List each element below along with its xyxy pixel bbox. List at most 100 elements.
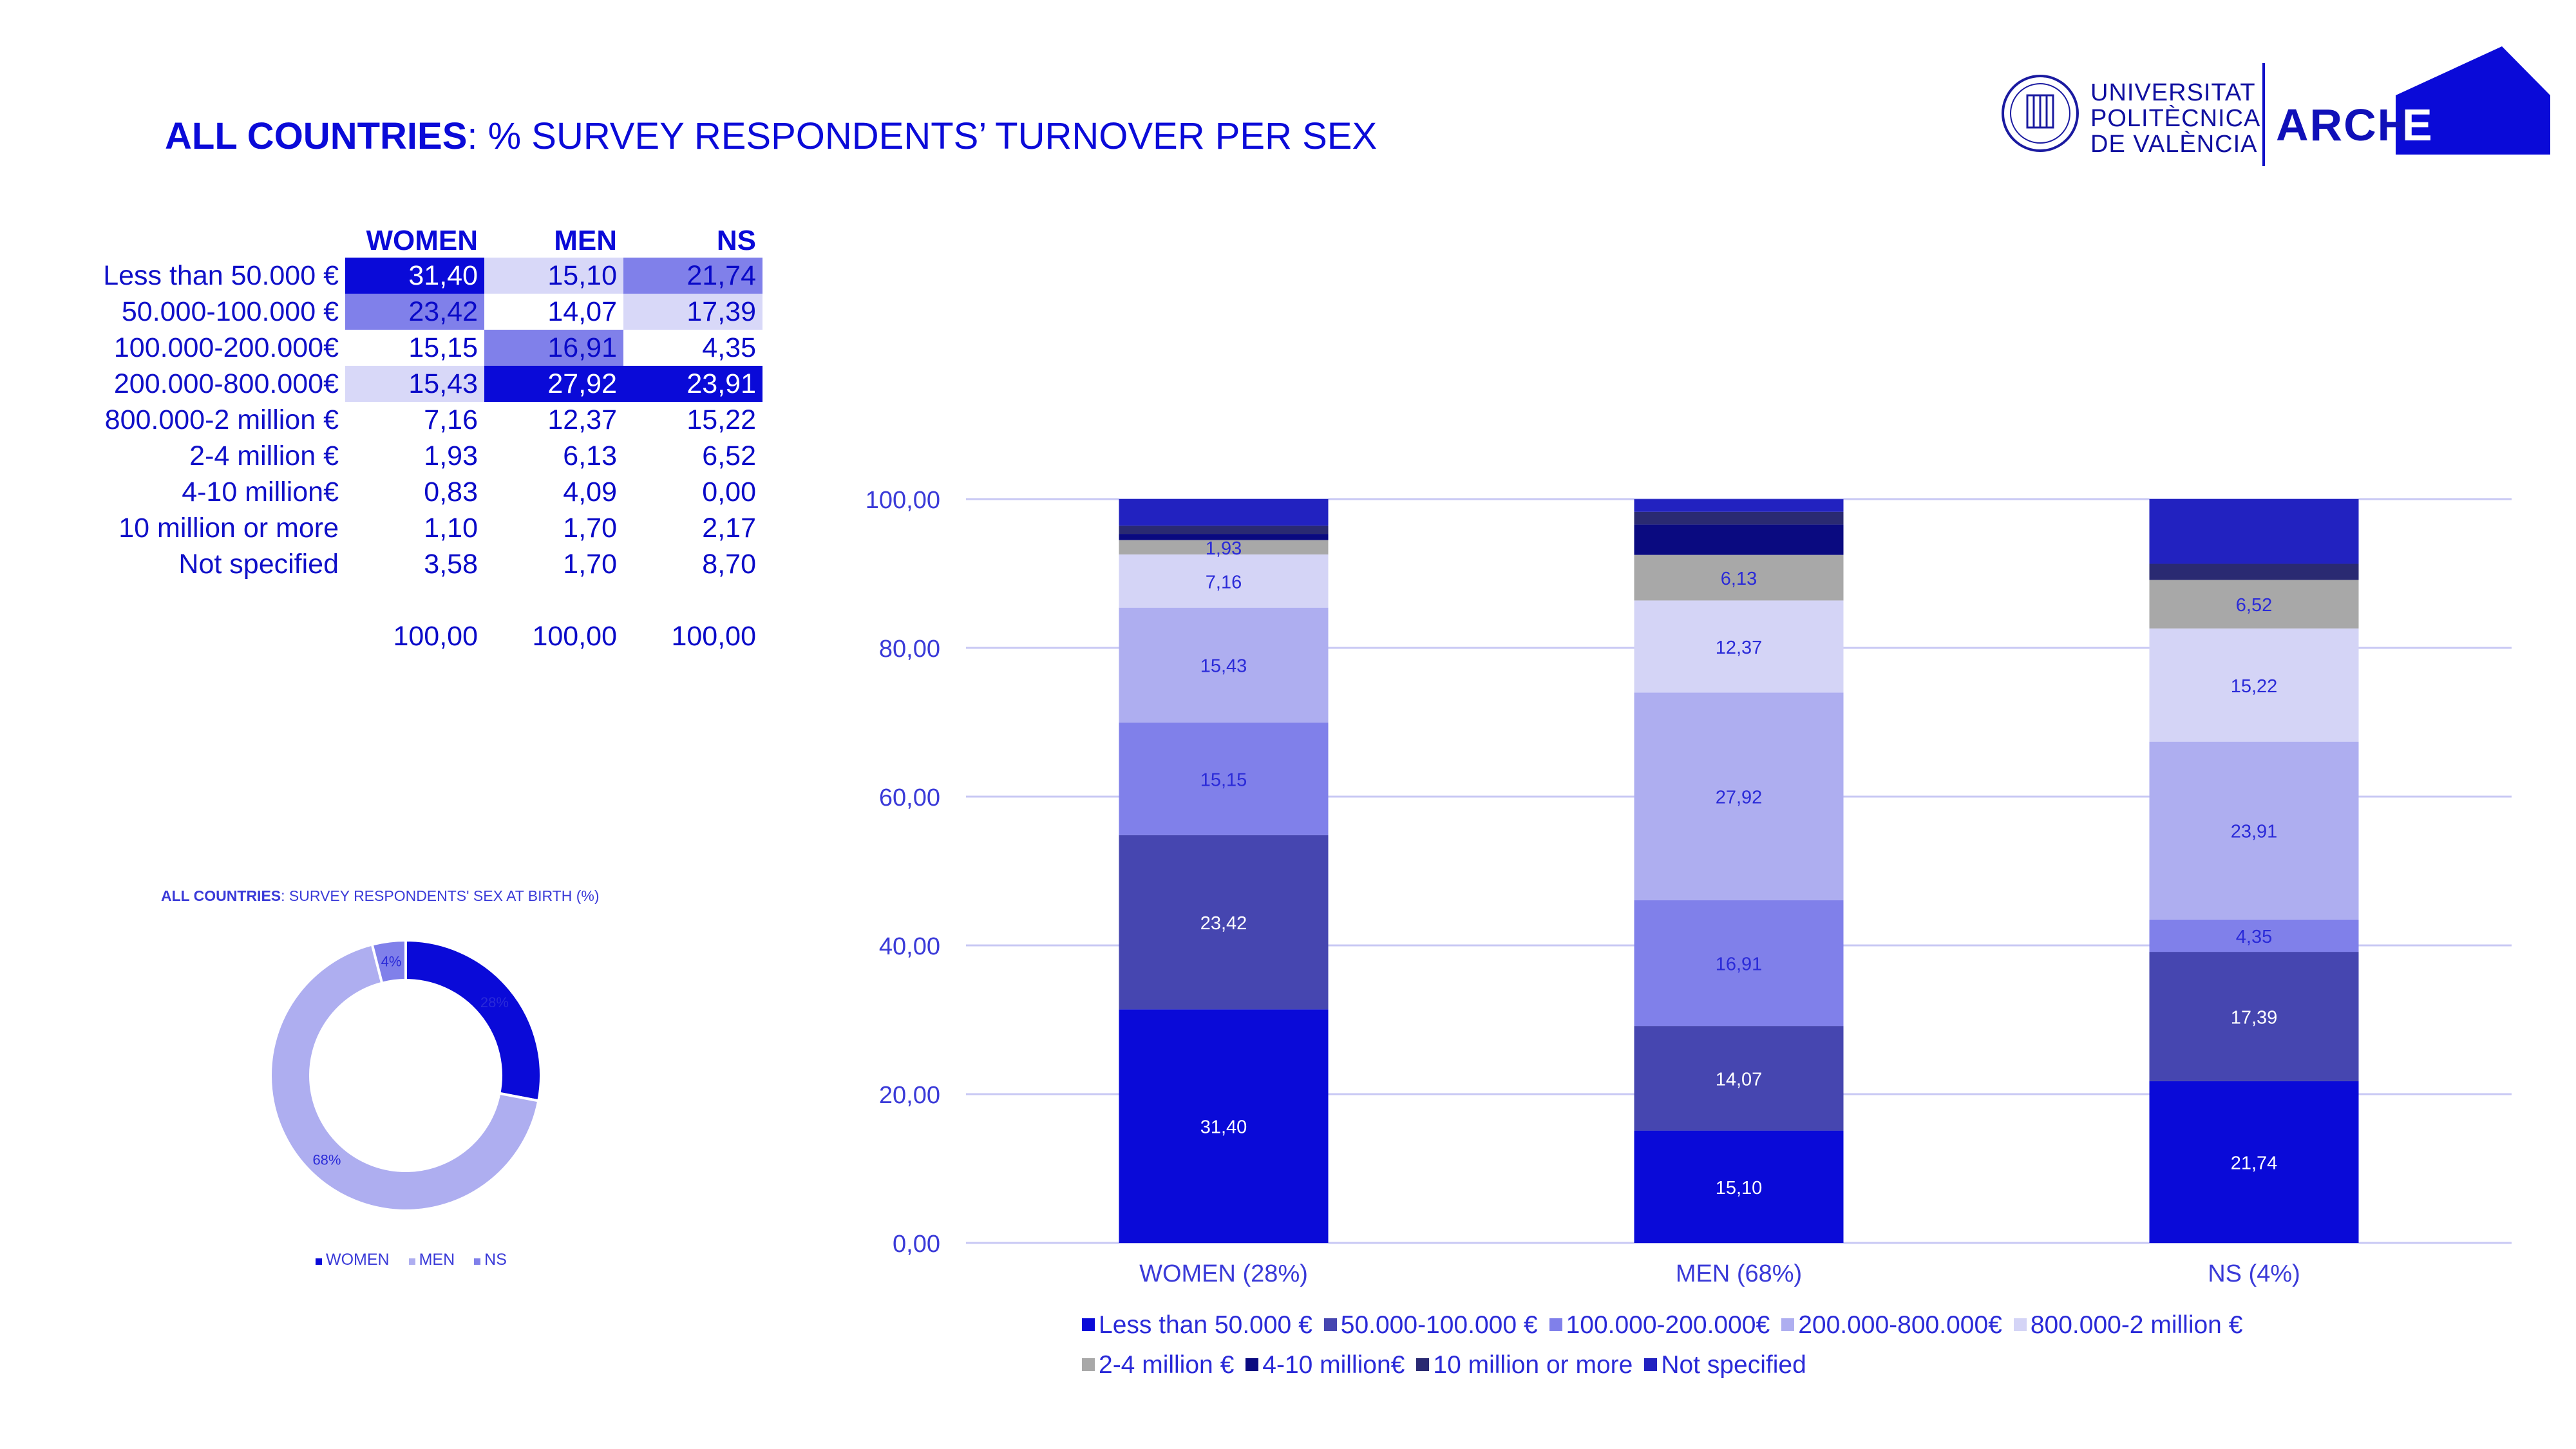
table-header-men: MEN [554, 225, 617, 256]
legend-swatch [1245, 1358, 1259, 1371]
upv-line3: DE VALÈNCIA [2090, 131, 2258, 158]
donut-legend-label: NS [484, 1251, 507, 1269]
table-row-label: Less than 50.000 € [103, 260, 339, 291]
donut-legend-item: WOMEN [316, 1251, 390, 1269]
legend-item: Not specified [1644, 1351, 1806, 1379]
donut-legend-swatch [316, 1258, 322, 1265]
table-row: 10 million or more 1,10 1,70 2,17 [77, 510, 762, 546]
x-category-label: MEN (68%) [1676, 1260, 1802, 1287]
data-label: 21,74 [2231, 1153, 2278, 1173]
table-cell: 31,40 [345, 258, 484, 294]
table-row: 4-10 million€ 0,83 4,09 0,00 [77, 474, 762, 510]
bar-segment [1119, 722, 1329, 835]
table-cell: 1,93 [345, 438, 484, 474]
table-row: 100.000-200.000€ 15,15 16,91 4,35 [77, 330, 762, 366]
bar-segment [1634, 499, 1844, 512]
data-label: 6,13 [1721, 569, 1757, 589]
bar-segment [2149, 499, 2359, 564]
data-label: 15,10 [1716, 1178, 1763, 1198]
legend-item: Less than 50.000 € [1082, 1311, 1312, 1340]
data-label: 6,52 [2236, 595, 2272, 616]
data-label: 27,92 [1716, 788, 1763, 808]
table-cell: 17,39 [623, 294, 762, 330]
bar-segment [1119, 607, 1329, 723]
table-row-label: Not specified [178, 548, 339, 580]
table-cell: 15,15 [345, 330, 484, 366]
bar-segment [1119, 540, 1329, 554]
table-row: 800.000-2 million €7,16 12,37 15,22 [77, 402, 762, 438]
legend-swatch [1082, 1318, 1095, 1331]
data-label: 15,43 [1200, 656, 1247, 677]
bar-segment [1634, 692, 1844, 900]
bar-segment [1119, 499, 1329, 526]
legend-item: 100.000-200.000€ [1549, 1311, 1770, 1340]
table-cell: 0,00 [623, 474, 762, 510]
table-cell: 1,10 [345, 510, 484, 546]
data-label: 31,40 [1200, 1117, 1247, 1138]
table-cell: 23,42 [345, 294, 484, 330]
donut-legend-label: WOMEN [326, 1251, 390, 1269]
legend-swatch [1644, 1358, 1658, 1371]
table-cell: 14,07 [484, 294, 623, 330]
legend-swatch [1082, 1358, 1095, 1371]
bar-segment [1634, 554, 1844, 601]
table-totals-row: 100,00 100,00 100,00 [77, 618, 762, 654]
table-row-label: 4-10 million€ [182, 476, 339, 507]
donut-title-rest: : SURVEY RESPONDENTS' SEX AT BIRTH (%) [281, 887, 600, 904]
table-cell: 15,22 [623, 402, 762, 438]
legend-item: 2-4 million € [1082, 1351, 1234, 1379]
table-row-label: 2-4 million € [189, 440, 339, 471]
upv-seal-icon [2002, 46, 2550, 166]
table-cell: 7,16 [345, 402, 484, 438]
donut-legend-swatch [474, 1258, 481, 1265]
x-category-label: NS (4%) [2208, 1260, 2300, 1287]
table-row: Not specified 3,58 1,70 8,70 [77, 546, 762, 582]
upv-line2: POLITÈCNICA [2090, 105, 2261, 132]
bar-segment [1634, 600, 1844, 693]
bar-segment [1634, 900, 1844, 1027]
y-tick-label: 0,00 [893, 1231, 940, 1258]
table-row-label: 200.000-800.000€ [113, 368, 339, 399]
legend-item: 50.000-100.000 € [1323, 1311, 1538, 1340]
legend-label: 100.000-200.000€ [1566, 1311, 1770, 1339]
data-label: 7,16 [1206, 572, 1242, 592]
table-header-ns: NS [716, 225, 756, 256]
donut-legend-item: NS [474, 1251, 507, 1269]
bar-segment [1119, 534, 1329, 540]
bar-segment [1634, 511, 1844, 525]
bar-segment [1634, 524, 1844, 555]
table-cell: 15,43 [345, 366, 484, 402]
donut-legend: WOMEN MEN NS [316, 1251, 526, 1269]
y-tick-label: 40,00 [879, 933, 940, 960]
data-label: 17,39 [2231, 1007, 2278, 1028]
legend-item: 800.000-2 million € [2013, 1311, 2242, 1340]
table-cell: 27,92 [484, 366, 623, 402]
legend-label: 10 million or more [1433, 1351, 1633, 1379]
bar-segment [2149, 1081, 2359, 1243]
table-total-cell: 100,00 [671, 620, 756, 652]
table-cell: 4,35 [623, 330, 762, 366]
legend-swatch [1416, 1358, 1430, 1371]
upv-name: UNIVERSITAT POLITÈCNICA DE VALÈNCIA [2090, 80, 2260, 157]
table-row: 200.000-800.000€ 15,43 27,92 23,91 [77, 366, 762, 402]
x-category-label: WOMEN (28%) [1139, 1260, 1308, 1287]
donut-slice [404, 938, 542, 1103]
table-header-women: WOMEN [366, 225, 478, 256]
y-tick-label: 100,00 [866, 487, 940, 514]
donut-legend-item: MEN [408, 1251, 455, 1269]
table-header-row: WOMEN MEN NS [77, 224, 762, 258]
chart-legend: Less than 50.000 € 50.000-100.000 € 100.00… [1082, 1311, 2344, 1391]
legend-item: 4-10 million€ [1245, 1351, 1405, 1379]
data-label: 15,22 [2231, 676, 2278, 697]
table-row: 50.000-100.000 €23,42 14,07 17,39 [77, 294, 762, 330]
legend-label: 50.000-100.000 € [1340, 1311, 1538, 1339]
donut-slice-label: 68% [312, 1151, 341, 1168]
legend-swatch [1323, 1318, 1337, 1331]
legend-item: 200.000-800.000€ [1781, 1311, 2002, 1340]
table-cell: 23,91 [623, 366, 762, 402]
legend-swatch [2013, 1318, 2027, 1331]
table-cell: 1,70 [484, 510, 623, 546]
bar-segment [1119, 554, 1329, 608]
bar-segment [1119, 1009, 1329, 1243]
legend-label: 200.000-800.000€ [1798, 1311, 2002, 1339]
